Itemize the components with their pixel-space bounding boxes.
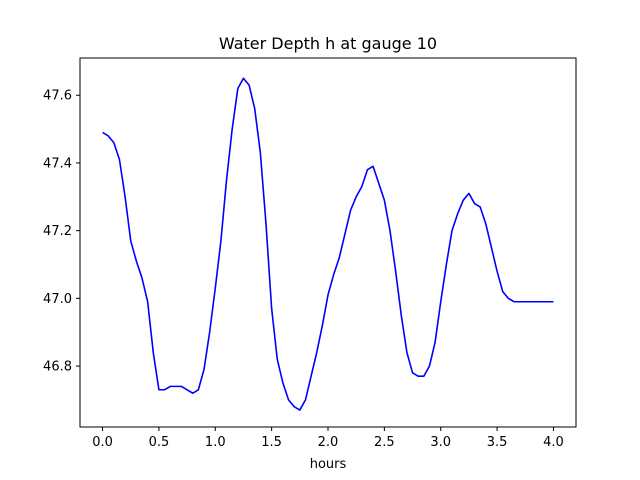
- y-axis: 46.8 47.0 47.2 47.4 47.6: [43, 89, 80, 375]
- x-tick-label: 3.0: [430, 435, 451, 450]
- y-tick-label: 46.8: [43, 360, 72, 375]
- series-line-0: [102, 77, 554, 411]
- x-tick-label: 4.0: [543, 435, 564, 450]
- chart-title: Water Depth h at gauge 10: [219, 34, 437, 53]
- x-tick-label: 3.5: [487, 435, 508, 450]
- x-tick-label: 1.0: [205, 435, 226, 450]
- plot-layer: [102, 77, 554, 411]
- x-tick-label: 1.5: [261, 435, 282, 450]
- y-tick-label: 47.6: [43, 89, 72, 104]
- x-tick-label: 0.0: [92, 435, 113, 450]
- x-axis: 0.0 0.5 1.0 1.5 2.0 2.5 3.0 3.5 4.0: [92, 427, 564, 450]
- x-tick-label: 0.5: [149, 435, 170, 450]
- y-tick-label: 47.0: [43, 292, 72, 307]
- y-tick-label: 47.4: [43, 156, 72, 171]
- y-tick-label: 47.2: [43, 224, 72, 239]
- x-axis-label: hours: [310, 457, 347, 472]
- x-tick-label: 2.5: [374, 435, 395, 450]
- x-tick-label: 2.0: [318, 435, 339, 450]
